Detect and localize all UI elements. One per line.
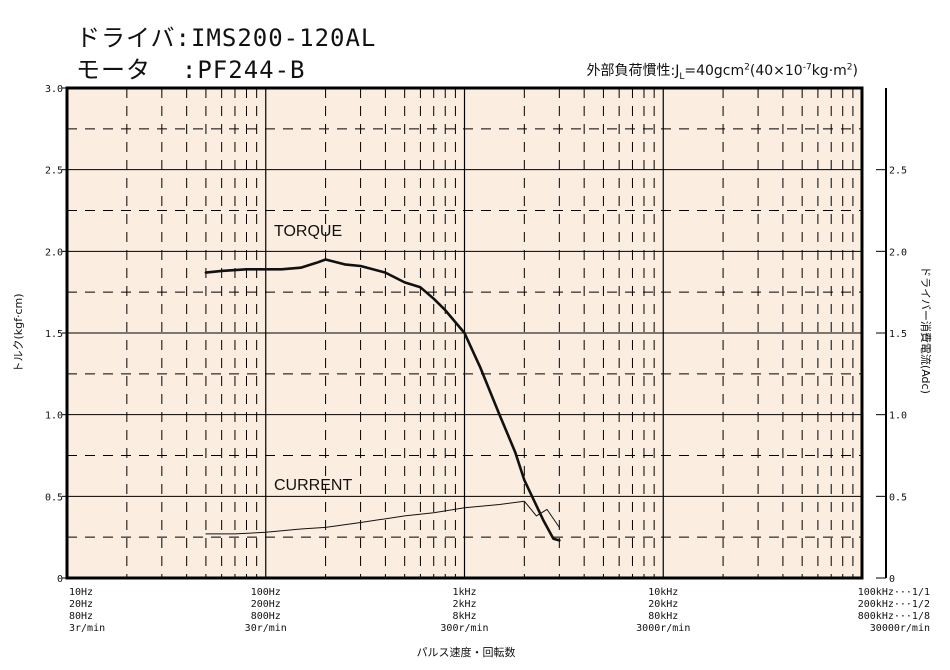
- left-tick-label: 1.0: [45, 411, 63, 422]
- inertia-sq2: 2: [846, 62, 853, 73]
- x-tick-label: 800kHz···1/8: [858, 611, 930, 622]
- motor-line: モータ :PF244-B: [76, 50, 306, 85]
- current-series-label: CURRENT: [274, 477, 352, 494]
- x-axis-title: パルス速度・回転数: [417, 645, 516, 659]
- x-tick-label: 100Hz: [251, 587, 281, 598]
- x-tick-label: 800Hz: [251, 611, 281, 622]
- current-curve: [205, 500, 560, 535]
- x-tick-label: 100kHz···1/1: [858, 587, 930, 598]
- inertia-sub-l: L: [679, 71, 685, 82]
- inertia-mid: (40×10: [749, 63, 803, 79]
- x-tick-label: 1kHz: [452, 587, 476, 598]
- x-tick-label: 300r/min: [440, 623, 488, 634]
- motor-value: PF244-B: [197, 56, 306, 84]
- right-tick-label: 0.5: [889, 492, 907, 503]
- left-axis-ticks: 0 0.5 1.0 1.5 2.0 2.5 3.0: [45, 84, 67, 585]
- x-tick-label: 200Hz: [251, 599, 281, 610]
- right-tick-label: 1.0: [889, 411, 907, 422]
- x-tick-label: 30000r/min: [870, 623, 930, 634]
- torque-curve: [204, 258, 561, 542]
- right-tick-label: 2.5: [889, 166, 907, 177]
- x-tick-label: 20kHz: [648, 599, 678, 610]
- inertia-eq: =40gcm: [684, 63, 745, 79]
- x-tick-label: 3000r/min: [636, 623, 690, 634]
- left-tick-label: 3.0: [45, 84, 63, 95]
- x-tick-label: 20Hz: [69, 599, 93, 610]
- x-tick-label: 10Hz: [69, 587, 93, 598]
- inertia-unit: kg·m: [811, 63, 847, 79]
- x-tick-label: 30r/min: [245, 623, 287, 634]
- motor-label: モータ: [76, 56, 151, 84]
- load-inertia-label: 外部負荷慣性:JL=40gcm2(40×10-7kg·m2): [586, 60, 859, 82]
- grid: [66, 88, 862, 578]
- y-axis-right-title: ドライバー消費電流(Adc): [919, 266, 933, 394]
- inertia-sq1: 2: [744, 62, 750, 73]
- x-tick-label: 2kHz: [452, 599, 476, 610]
- x-tick-label: 200kHz···1/2: [858, 599, 930, 610]
- x-tick-label: 8kHz: [452, 611, 476, 622]
- left-tick-label: 2.0: [45, 247, 63, 258]
- driver-label: ドライバ: [76, 24, 176, 52]
- inertia-prefix: 外部負荷慣性:: [586, 63, 676, 79]
- driver-value: IMS200-120AL: [190, 24, 377, 52]
- x-tick-label: 10kHz: [648, 587, 678, 598]
- x-tick-label: 3r/min: [69, 623, 105, 634]
- driver-sep: :: [175, 24, 191, 52]
- right-axis-ticks: 0 0.5 1.0 1.5 2.0 2.5: [876, 166, 907, 585]
- right-tick-label: 1.5: [889, 329, 907, 340]
- left-tick-label: 1.5: [45, 329, 63, 340]
- driver-line: ドライバ:IMS200-120AL: [76, 18, 376, 53]
- y-axis-title: トルク(kgf·cm): [12, 293, 25, 372]
- torque-series-label: TORQUE: [274, 223, 342, 240]
- motor-sep: :: [181, 56, 198, 84]
- left-tick-label: 0.5: [45, 492, 63, 503]
- x-tick-label: 80kHz: [648, 611, 678, 622]
- right-tick-label: 2.0: [889, 247, 907, 258]
- inertia-exp: -7: [802, 62, 812, 73]
- series-layer: [204, 258, 561, 542]
- inertia-end: ): [852, 63, 858, 79]
- x-tick-label: 80Hz: [69, 611, 93, 622]
- left-tick-label: 2.5: [45, 166, 63, 177]
- inertia-j: J: [675, 63, 680, 79]
- right-tick-label: 0: [889, 574, 895, 585]
- left-tick-label: 0: [57, 574, 63, 585]
